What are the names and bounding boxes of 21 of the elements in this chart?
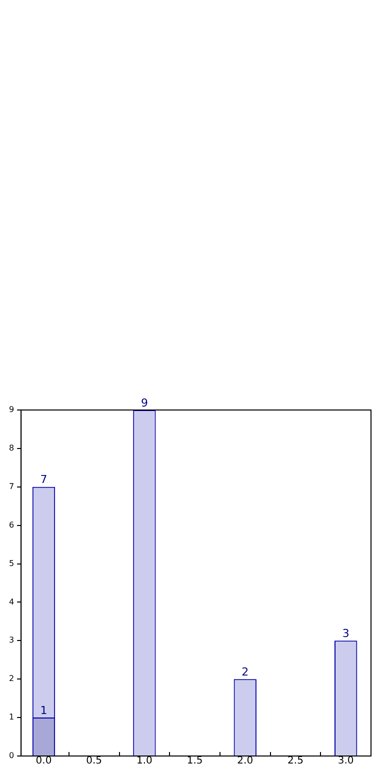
y-tick-label: 2 [8, 674, 14, 684]
y-tick-label: 9 [8, 405, 14, 414]
data-label: 7 [40, 473, 48, 486]
y-tick-label: 3 [8, 636, 14, 645]
y-tick-label: 0 [8, 751, 14, 760]
data-label: 3 [342, 627, 350, 640]
x-tick-label: 0.5 [86, 756, 102, 767]
x-tick-label: 2.0 [237, 756, 254, 767]
y-tick-label: 5 [8, 558, 14, 568]
y-tick-label: 1 [8, 712, 14, 722]
y-tick-label: 4 [8, 597, 14, 606]
x-tick-label: 1.0 [136, 756, 152, 767]
x-tick-label: 1.5 [186, 756, 203, 767]
y-tick-label: 7 [8, 482, 14, 491]
data-label: 9 [140, 396, 148, 410]
data-label: 2 [242, 665, 249, 678]
data-label: 1 [40, 704, 48, 717]
x-tick-label: 0.0 [36, 756, 52, 767]
y-tick-label: 6 [8, 520, 14, 530]
y-tick-label: 8 [8, 444, 14, 453]
x-tick-label: 2.5 [288, 756, 304, 767]
